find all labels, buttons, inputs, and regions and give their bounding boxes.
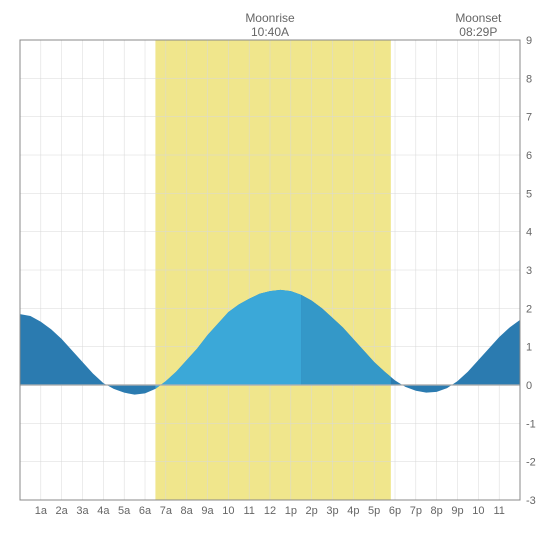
x-tick-label: 5a <box>118 505 131 517</box>
y-tick-label: -2 <box>526 457 536 469</box>
y-tick-label: 3 <box>526 265 532 277</box>
y-tick-label: 4 <box>526 227 532 239</box>
x-tick-label: 1p <box>285 505 297 517</box>
tide-chart: 1a2a3a4a5a6a7a8a9a1011121p2p3p4p5p6p7p8p… <box>10 10 540 540</box>
x-tick-label: 6p <box>389 505 401 517</box>
x-tick-label: 10 <box>472 505 484 517</box>
x-tick-label: 9a <box>201 505 214 517</box>
y-tick-label: 7 <box>526 112 532 124</box>
y-tick-label: 6 <box>526 150 532 162</box>
x-tick-label: 1a <box>35 505 48 517</box>
y-tick-label: -1 <box>526 418 536 430</box>
tide-area <box>20 290 520 395</box>
moonset-time: 08:29P <box>459 25 497 39</box>
x-tick-label: 8p <box>431 505 443 517</box>
y-tick-label: -3 <box>526 495 536 507</box>
y-tick-label: 8 <box>526 73 532 85</box>
x-tick-label: 9p <box>451 505 463 517</box>
x-tick-label: 2a <box>56 505 69 517</box>
x-tick-label: 3a <box>76 505 89 517</box>
x-tick-label: 11 <box>243 505 254 517</box>
x-tick-label: 4a <box>97 505 110 517</box>
x-tick-label: 7a <box>160 505 173 517</box>
moonrise-time: 10:40A <box>251 25 289 39</box>
x-tick-label: 12 <box>264 505 276 517</box>
x-tick-label: 10 <box>222 505 234 517</box>
y-tick-label: 1 <box>526 342 532 354</box>
x-tick-label: 4p <box>347 505 359 517</box>
moonset-label: Moonset <box>455 11 502 25</box>
x-tick-label: 2p <box>306 505 318 517</box>
x-tick-label: 7p <box>410 505 422 517</box>
x-tick-label: 8a <box>181 505 194 517</box>
x-tick-label: 3p <box>326 505 338 517</box>
y-tick-label: 9 <box>526 35 532 47</box>
x-tick-label: 5p <box>368 505 380 517</box>
y-tick-label: 0 <box>526 380 532 392</box>
y-tick-label: 5 <box>526 188 532 200</box>
x-tick-label: 6a <box>139 505 152 517</box>
x-tick-label: 11 <box>493 505 504 517</box>
moonrise-label: Moonrise <box>245 11 295 25</box>
y-tick-label: 2 <box>526 303 532 315</box>
